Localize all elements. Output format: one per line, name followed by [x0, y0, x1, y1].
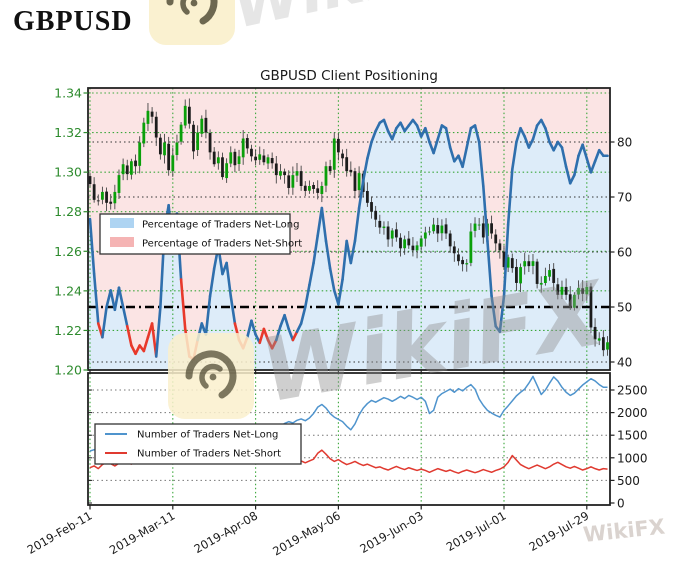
svg-text:500: 500	[617, 474, 640, 488]
svg-text:2019-Apr-08: 2019-Apr-08	[192, 508, 261, 556]
svg-text:1.30: 1.30	[54, 165, 82, 180]
svg-text:2500: 2500	[617, 384, 648, 398]
count-axis-labels: 2500 2000 1500 1000 500 0	[617, 384, 648, 511]
svg-text:1.22: 1.22	[54, 323, 82, 338]
svg-text:WikiFX: WikiFX	[582, 515, 666, 547]
chart-title: GBPUSD Client Positioning	[260, 68, 438, 84]
svg-text:1.26: 1.26	[54, 244, 82, 259]
bottom-legend: Number of Traders Net-Long Number of Trad…	[94, 423, 302, 465]
svg-text:0: 0	[617, 497, 625, 511]
candlesticks	[88, 98, 609, 357]
svg-text:1.32: 1.32	[54, 125, 82, 140]
svg-text:2019-Jul-29: 2019-Jul-29	[527, 508, 592, 553]
svg-text:40: 40	[617, 356, 632, 370]
svg-text:80: 80	[617, 136, 632, 150]
wikifx-watermark-top: Wiki	[226, 0, 391, 43]
svg-text:70: 70	[617, 191, 632, 205]
svg-text:Percentage of Traders Net-Shor: Percentage of Traders Net-Short	[142, 239, 302, 250]
date-axis-labels: 2019-Feb-11 2019-Mar-11 2019-Apr-08 2019-Ma…	[25, 508, 592, 558]
svg-text:1000: 1000	[617, 451, 648, 465]
svg-text:2019-Jun-03: 2019-Jun-03	[357, 508, 425, 556]
price-axis-labels: 1.34 1.32 1.30 1.28 1.26 1.24 1.22 1.20	[54, 86, 82, 378]
wikifx-watermark-bottom: WikiFX	[582, 515, 666, 547]
svg-text:Wiki: Wiki	[226, 0, 391, 43]
svg-text:Number of Traders Net-Long: Number of Traders Net-Long	[137, 430, 278, 441]
top-legend: Percentage of Traders Net-Long Percentage…	[99, 213, 302, 255]
wikifx-logo-top	[149, 0, 235, 45]
svg-text:2019-May-06: 2019-May-06	[270, 508, 343, 558]
panel-borders	[87, 87, 611, 506]
wikifx-logo-center	[168, 333, 254, 419]
svg-text:Number of Traders Net-Short: Number of Traders Net-Short	[137, 449, 281, 460]
svg-text:50: 50	[617, 301, 632, 315]
axis-ticks	[83, 92, 615, 510]
svg-text:1.24: 1.24	[54, 283, 82, 298]
svg-text:2019-Mar-11: 2019-Mar-11	[107, 508, 177, 557]
svg-text:2019-Jul-01: 2019-Jul-01	[444, 508, 509, 553]
svg-text:2019-Feb-11: 2019-Feb-11	[25, 508, 95, 556]
svg-text:1.28: 1.28	[54, 204, 82, 219]
date-gridlines	[89, 88, 588, 505]
svg-text:60: 60	[617, 246, 632, 260]
svg-text:Percentage of Traders Net-Long: Percentage of Traders Net-Long	[142, 220, 300, 231]
svg-text:2000: 2000	[617, 406, 648, 420]
svg-text:1.34: 1.34	[54, 86, 82, 101]
svg-text:1.20: 1.20	[54, 363, 82, 378]
page-title: GBPUSD	[13, 6, 133, 37]
svg-text:1500: 1500	[617, 429, 648, 443]
pct-axis-labels: 80 70 60 50 40	[617, 136, 632, 370]
